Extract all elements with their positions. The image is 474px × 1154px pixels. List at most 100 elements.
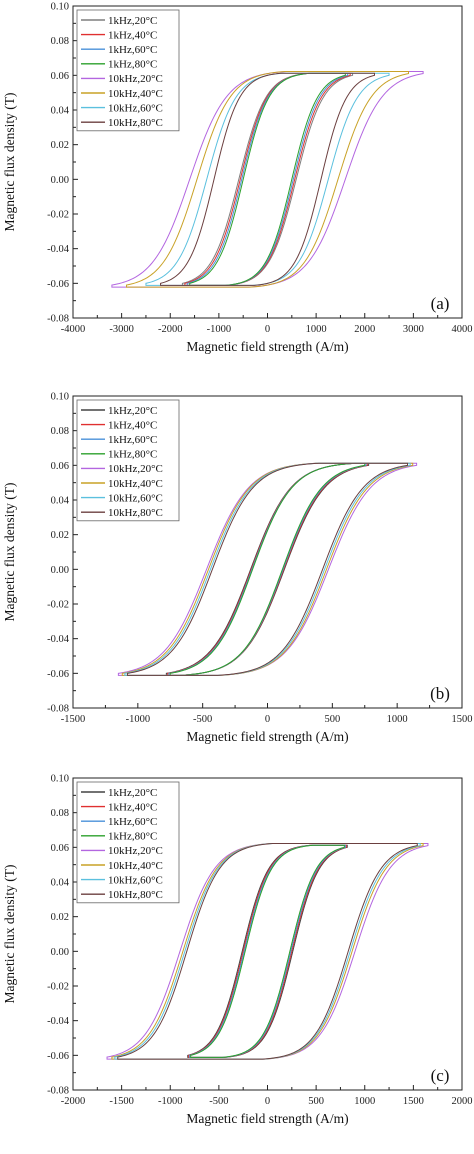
x-tick-label: -2000 — [158, 324, 183, 335]
y-tick-label: 0.08 — [51, 808, 69, 819]
series-line — [190, 844, 345, 1058]
legend-entry: 10kHz,20°C — [108, 463, 163, 475]
y-tick-label: -0.02 — [47, 210, 69, 221]
y-tick-label: -0.04 — [47, 634, 70, 645]
panel-label: (c) — [431, 1066, 450, 1085]
series-line — [167, 462, 368, 676]
legend-entry: 10kHz,40°C — [108, 88, 163, 100]
panel-label: (b) — [430, 684, 450, 703]
legend-entry: 1kHz,80°C — [108, 59, 157, 71]
y-axis-label: Magnetic flux density (T) — [2, 482, 17, 621]
y-tick-label: 0.08 — [51, 426, 69, 437]
legend-entry: 1kHz,40°C — [108, 419, 157, 431]
series-line — [189, 72, 346, 286]
y-tick-label: 0.00 — [51, 175, 69, 186]
x-axis-label: Magnetic field strength (A/m) — [186, 339, 348, 354]
x-tick-label: -500 — [209, 1096, 228, 1107]
legend-entry: 10kHz,80°C — [108, 507, 163, 519]
x-tick-label: 1500 — [452, 714, 473, 725]
y-tick-label: -0.02 — [47, 600, 69, 611]
x-tick-label: -1000 — [158, 1096, 183, 1107]
chart-panel-b: -1500 -1000 -500 0 500 1000 1500 -0.08 -0.06 -0.0… — [2, 392, 473, 745]
legend-entry: 10kHz,80°C — [108, 117, 163, 129]
x-tick-label: 1000 — [306, 324, 327, 335]
legend-entry: 1kHz,60°C — [108, 816, 157, 828]
y-tick-label: -0.08 — [47, 704, 69, 715]
series-line — [117, 842, 418, 1060]
y-tick-label: 0.02 — [51, 140, 69, 151]
y-tick-label: -0.02 — [47, 982, 69, 993]
series-line — [181, 72, 354, 286]
legend-entry: 10kHz,60°C — [108, 492, 163, 504]
legend-entry: 10kHz,60°C — [108, 874, 163, 886]
x-tick-label: 2000 — [354, 324, 375, 335]
x-tick-label: -1500 — [109, 1096, 134, 1107]
x-tick-label: 3000 — [403, 324, 424, 335]
y-tick-label: 0.00 — [51, 947, 69, 958]
x-tick-label: 4000 — [452, 324, 473, 335]
legend-entry: 1kHz,60°C — [108, 434, 157, 446]
y-tick-label: 0.06 — [51, 71, 69, 82]
y-tick-label: 0.04 — [51, 106, 70, 117]
legend-box — [76, 9, 180, 132]
x-tick-label: 1000 — [354, 1096, 375, 1107]
x-tick-label: 1000 — [387, 714, 408, 725]
x-tick-label: -3000 — [109, 324, 134, 335]
x-tick-label: -4000 — [61, 324, 86, 335]
legend-entry: 1kHz,60°C — [108, 44, 157, 56]
y-tick-label: -0.08 — [47, 314, 69, 325]
x-tick-label: -1000 — [207, 324, 232, 335]
legend-entry: 10kHz,80°C — [108, 889, 163, 901]
legend-entry: 1kHz,20°C — [108, 787, 157, 799]
legend-entry: 10kHz,60°C — [108, 102, 163, 114]
x-tick-label: 2000 — [452, 1096, 473, 1107]
series-line — [168, 462, 367, 676]
x-tick-label: 0 — [265, 324, 270, 335]
y-tick-label: 0.06 — [51, 461, 69, 472]
chart-panel-a: -4000 -3000 -2000 -1000 0 1000 2000 3000 4000 -0.… — [2, 2, 473, 355]
y-tick-label: 0.10 — [51, 392, 69, 403]
series-line — [165, 462, 370, 676]
y-tick-label: -0.06 — [47, 669, 69, 680]
y-tick-label: 0.04 — [51, 878, 70, 889]
series-line — [169, 462, 366, 676]
x-tick-label: 500 — [324, 714, 340, 725]
x-tick-label: -1000 — [126, 714, 151, 725]
legend-entry: 10kHz,20°C — [108, 73, 163, 85]
legend-entry: 1kHz,20°C — [108, 15, 157, 27]
legend-box — [76, 781, 180, 904]
legend-entry: 10kHz,40°C — [108, 478, 163, 490]
series-line — [160, 72, 375, 286]
y-tick-label: 0.10 — [51, 2, 69, 13]
legend-entry: 1kHz,20°C — [108, 405, 157, 417]
y-tick-label: 0.02 — [51, 912, 69, 923]
y-tick-label: 0.08 — [51, 36, 69, 47]
x-tick-label: 0 — [265, 1096, 270, 1107]
legend-entry: 1kHz,80°C — [108, 831, 157, 843]
x-tick-label: 1500 — [403, 1096, 424, 1107]
chart-panel-c: -2000 -1500 -1000 -500 0 500 1000 1500 2000 -0.08… — [2, 774, 473, 1127]
series-line — [126, 462, 409, 676]
x-axis-label: Magnetic field strength (A/m) — [186, 729, 348, 744]
y-tick-label: -0.06 — [47, 1051, 69, 1062]
y-tick-label: -0.04 — [47, 244, 70, 255]
y-tick-label: 0.06 — [51, 843, 69, 854]
legend-entry: 1kHz,40°C — [108, 801, 157, 813]
y-tick-label: -0.04 — [47, 1016, 70, 1027]
series-line — [125, 70, 410, 288]
legend-entry: 1kHz,80°C — [108, 449, 157, 461]
series-line — [186, 72, 349, 286]
x-tick-label: 0 — [265, 714, 270, 725]
legend-entry: 10kHz,40°C — [108, 860, 163, 872]
y-tick-label: 0.02 — [51, 530, 69, 541]
y-tick-label: 0.10 — [51, 774, 69, 785]
y-axis-label: Magnetic flux density (T) — [2, 92, 17, 231]
x-tick-label: 500 — [308, 1096, 324, 1107]
y-tick-label: 0.00 — [51, 565, 69, 576]
x-tick-label: -500 — [193, 714, 212, 725]
series-line — [145, 72, 390, 286]
series-line — [184, 72, 351, 286]
panel-label: (a) — [431, 294, 450, 313]
y-tick-label: -0.06 — [47, 279, 69, 290]
